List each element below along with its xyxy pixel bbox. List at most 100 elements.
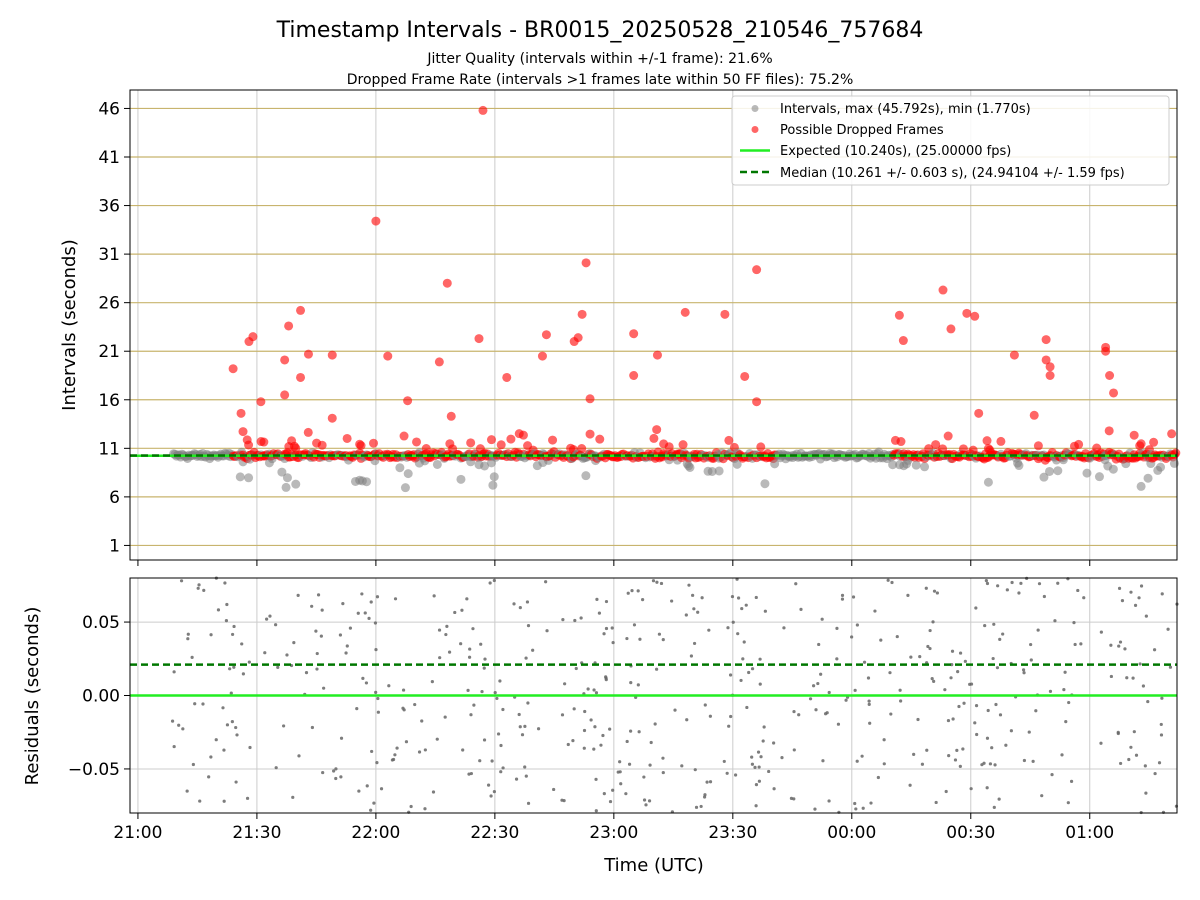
dropped-frame-point xyxy=(629,329,639,339)
dropped-frame-point xyxy=(678,440,688,450)
dropped-frame-point xyxy=(446,411,456,421)
dropped-frame-point xyxy=(1041,355,1051,365)
residual-point xyxy=(876,775,880,780)
residual-point xyxy=(430,680,434,684)
residual-point xyxy=(693,768,697,772)
residual-point xyxy=(296,593,300,597)
residual-point xyxy=(685,718,689,722)
residual-point xyxy=(413,702,417,707)
dropped-frame-point xyxy=(1109,388,1119,398)
dropped-frame-point xyxy=(1104,426,1114,436)
residual-point xyxy=(229,691,233,695)
residual-point xyxy=(889,712,893,716)
residual-point xyxy=(754,783,759,787)
residual-point xyxy=(772,787,776,791)
residual-point xyxy=(1117,586,1122,591)
residual-point xyxy=(649,740,653,745)
residual-point xyxy=(993,763,997,767)
residual-point xyxy=(1062,687,1066,692)
interval-point xyxy=(488,480,498,490)
residual-point xyxy=(691,593,695,597)
chart-subtitle-dropped: Dropped Frame Rate (intervals >1 frames … xyxy=(347,72,854,88)
residual-point xyxy=(376,710,380,714)
residual-point xyxy=(409,804,413,809)
residual-point xyxy=(968,682,972,686)
residual-point xyxy=(792,709,796,714)
residual-point xyxy=(627,762,632,766)
residual-point xyxy=(985,736,990,740)
residual-point xyxy=(339,736,344,740)
residual-point xyxy=(648,763,652,767)
residual-point xyxy=(586,687,590,691)
residual-point xyxy=(973,721,977,725)
residual-point xyxy=(1144,614,1148,618)
residual-point xyxy=(629,729,633,733)
dropped-frame-point xyxy=(434,357,444,367)
residual-point xyxy=(291,795,295,799)
residual-point xyxy=(186,632,190,636)
residual-point xyxy=(619,782,623,786)
residual-point xyxy=(447,650,452,654)
dropped-frame-point xyxy=(280,355,290,365)
residual-point xyxy=(338,633,343,637)
dropped-frame-point xyxy=(946,324,956,334)
residual-point xyxy=(963,659,967,663)
residual-point xyxy=(1161,810,1166,814)
residual-point xyxy=(692,607,696,611)
intervals-y-tick-label: 16 xyxy=(98,391,120,411)
residual-point xyxy=(563,682,567,686)
residual-point xyxy=(190,655,194,659)
residual-point xyxy=(1010,580,1014,585)
residual-point xyxy=(855,623,859,627)
residual-point xyxy=(402,708,406,712)
residual-point xyxy=(657,632,662,636)
residual-point xyxy=(1027,730,1031,734)
dropped-frame-point xyxy=(752,265,762,275)
residual-point xyxy=(696,610,700,614)
residual-point xyxy=(618,760,622,764)
residual-point xyxy=(825,711,829,715)
residual-point xyxy=(1019,581,1023,585)
residual-point xyxy=(526,801,531,805)
residual-point xyxy=(992,805,996,810)
residual-point xyxy=(931,620,935,624)
residual-point xyxy=(1082,596,1086,600)
residual-point xyxy=(545,629,549,633)
dropped-frame-point xyxy=(974,408,984,418)
dropped-frame-point xyxy=(740,371,750,381)
interval-point xyxy=(1039,472,1049,482)
dropped-frame-point xyxy=(664,442,674,452)
residual-point xyxy=(186,637,190,641)
residual-point xyxy=(961,747,965,751)
residual-point xyxy=(490,759,494,763)
residual-point xyxy=(479,642,483,646)
residual-point xyxy=(1037,582,1042,586)
residual-point xyxy=(990,746,994,750)
dropped-frame-point xyxy=(1045,362,1055,372)
residual-point xyxy=(983,623,987,628)
residual-point xyxy=(263,651,267,655)
residual-point xyxy=(920,762,925,766)
interval-point xyxy=(1082,468,1092,478)
residual-point xyxy=(820,617,824,621)
interval-point xyxy=(1044,466,1054,476)
dropped-frame-point xyxy=(421,444,431,454)
residual-point xyxy=(221,706,225,710)
residual-point xyxy=(866,676,871,680)
residual-point xyxy=(348,626,353,630)
residual-point xyxy=(1118,640,1123,644)
residual-point xyxy=(767,769,771,774)
residual-point xyxy=(1066,801,1070,805)
residual-point xyxy=(1117,644,1121,648)
interval-point xyxy=(1094,472,1104,482)
residual-point xyxy=(225,602,229,607)
residual-point xyxy=(1067,700,1071,705)
residual-point xyxy=(816,681,820,686)
intervals-plot-frame xyxy=(129,89,1178,561)
interval-point xyxy=(732,459,742,469)
dropped-frame-point xyxy=(894,310,904,320)
interval-point xyxy=(489,472,499,482)
residual-point xyxy=(602,792,606,796)
